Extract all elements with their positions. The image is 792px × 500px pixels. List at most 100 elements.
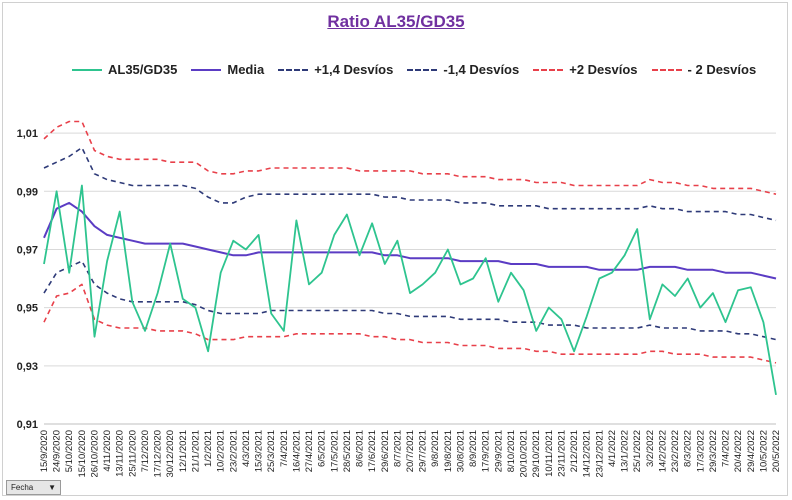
x-tick-label: 10/2/2021: [216, 430, 227, 472]
chart-title: Ratio AL35/GD35: [327, 12, 465, 31]
x-tick-label: 20/7/2021: [405, 430, 416, 472]
x-tick-label: 2/12/2021: [569, 430, 580, 472]
y-tick-label: 0,91: [17, 419, 38, 431]
x-tick-label: 25/1/2022: [632, 430, 643, 472]
x-tick-label: 12/1/2021: [178, 430, 189, 472]
series-line-media: [43, 201, 777, 280]
x-tick-label: 26/10/2020: [89, 430, 100, 478]
x-tick-label: 29/4/2022: [746, 430, 757, 472]
legend-label-plus-2: +2 Desvíos: [569, 62, 638, 77]
y-tick-label: 0,97: [17, 244, 38, 256]
x-tick-label: 29/10/2021: [531, 430, 542, 478]
x-tick-label: 14/2/2022: [657, 430, 668, 472]
x-tick-label: 15/9/2020: [39, 430, 50, 472]
x-tick-label: 7/12/2020: [140, 430, 151, 472]
legend-label-minus-2: - 2 Desvíos: [687, 62, 757, 77]
fecha-field-button[interactable]: Fecha ▼: [6, 480, 61, 495]
x-tick-label: 29/6/2021: [380, 430, 391, 472]
legend-label-media: Media: [227, 62, 265, 77]
legend-item-minus-1-4: -1,4 Desvíos: [407, 62, 519, 77]
y-tick-label: 0,99: [17, 186, 38, 198]
x-tick-label: 23/2/2022: [670, 430, 681, 472]
x-tick-label: 17/3/2022: [695, 430, 706, 472]
x-tick-label: 15/3/2021: [254, 430, 265, 472]
y-tick-label: 1,01: [17, 128, 38, 140]
legend-item-media: Media: [191, 62, 264, 77]
x-tick-label: 8/9/2021: [468, 430, 479, 467]
legend-swatch-al35-gd35: [72, 68, 102, 71]
legend-item-minus-2: - 2 Desvíos: [651, 62, 757, 77]
legend-label-plus-1-4: +1,4 Desvíos: [314, 62, 394, 77]
x-tick-label: 13/1/2022: [620, 430, 631, 472]
legend-swatch-plus-1-4: [278, 68, 309, 71]
x-axis-ticks: 15/9/2020 24/9/2020 5/10/2020 15/10/2020 26/…: [39, 430, 782, 478]
x-tick-label: 25/3/2021: [266, 430, 277, 472]
series-line-1-4-desv-os: [43, 260, 777, 341]
x-tick-label: 17/6/2021: [367, 430, 378, 472]
x-tick-label: 30/12/2020: [165, 430, 176, 478]
y-axis-ticks: 0,91 0,93 0,95 0,97 0,99 1,01: [17, 128, 38, 431]
legend-swatch-plus-2: [533, 68, 564, 71]
legend-item-plus-2: +2 Desvíos: [533, 62, 638, 77]
x-tick-label: 9/8/2021: [430, 430, 441, 467]
series-line-2-desv-os: [43, 283, 777, 364]
series-line-al35-gd35: [43, 184, 777, 396]
legend-swatch-minus-2: [651, 68, 682, 71]
series-lines: [43, 120, 777, 396]
series-line-1-4-desv-os: [43, 146, 777, 222]
x-tick-label: 28/5/2021: [342, 430, 353, 472]
x-tick-label: 16/4/2021: [291, 430, 302, 472]
x-tick-label: 4/1/2022: [607, 430, 618, 467]
legend-swatch-media: [191, 68, 222, 71]
x-tick-label: 17/5/2021: [329, 430, 340, 472]
x-tick-label: 8/3/2022: [683, 430, 694, 467]
x-tick-label: 29/7/2021: [418, 430, 429, 472]
x-tick-label: 23/12/2021: [594, 430, 605, 478]
x-tick-label: 1/2/2021: [203, 430, 214, 467]
legend-swatch-minus-1-4: [407, 68, 438, 71]
x-tick-label: 5/10/2020: [64, 430, 75, 472]
x-tick-label: 27/4/2021: [304, 430, 315, 472]
x-tick-label: 4/11/2020: [102, 430, 113, 472]
legend-item-plus-1-4: +1,4 Desvíos: [278, 62, 393, 77]
fecha-field-label: Fecha: [11, 483, 34, 492]
series-line-2-desv-os: [43, 120, 777, 195]
x-tick-label: 19/8/2021: [443, 430, 454, 472]
x-tick-label: 23/11/2021: [556, 430, 567, 477]
x-tick-label: 17/12/2020: [153, 430, 164, 478]
x-tick-label: 20/4/2022: [733, 430, 744, 472]
y-tick-label: 0,93: [17, 361, 38, 373]
x-tick-label: 13/11/2020: [115, 430, 126, 477]
x-tick-label: 29/9/2021: [493, 430, 504, 472]
x-tick-label: 21/1/2021: [190, 430, 201, 472]
y-tick-label: 0,95: [17, 303, 38, 315]
legend-item-al35-gd35: AL35/GD35: [72, 62, 177, 77]
x-tick-label: 29/3/2022: [708, 430, 719, 472]
x-tick-label: 8/10/2021: [506, 430, 517, 472]
x-tick-label: 24/9/2020: [52, 430, 63, 472]
x-tick-label: 6/5/2021: [317, 430, 328, 467]
legend-label-minus-1-4: -1,4 Desvíos: [443, 62, 520, 77]
x-tick-label: 25/11/2020: [127, 430, 138, 477]
x-tick-label: 15/10/2020: [77, 430, 88, 478]
x-tick-label: 20/10/2021: [519, 430, 530, 478]
legend-label-al35-gd35: AL35/GD35: [108, 62, 178, 77]
x-tick-label: 8/7/2021: [392, 430, 403, 467]
x-tick-label: 30/8/2021: [455, 430, 466, 472]
x-tick-label: 7/4/2021: [279, 430, 290, 467]
x-tick-label: 14/12/2021: [582, 430, 593, 478]
x-tick-label: 10/5/2022: [758, 430, 769, 472]
x-tick-label: 8/6/2021: [355, 430, 366, 467]
x-tick-label: 10/11/2021: [544, 430, 555, 477]
x-tick-label: 23/2/2021: [228, 430, 239, 472]
x-tick-label: 20/5/2022: [771, 430, 782, 472]
x-tick-label: 17/9/2021: [481, 430, 492, 472]
chart-legend: AL35/GD35 Media +1,4 Desvíos -1,4 Desvío…: [72, 62, 756, 77]
gridlines: [44, 132, 776, 425]
x-tick-label: 7/4/2022: [721, 430, 732, 467]
x-tick-label: 4/3/2021: [241, 430, 252, 467]
dropdown-filter-icon: ▼: [48, 483, 56, 492]
x-tick-label: 3/2/2022: [645, 430, 656, 467]
